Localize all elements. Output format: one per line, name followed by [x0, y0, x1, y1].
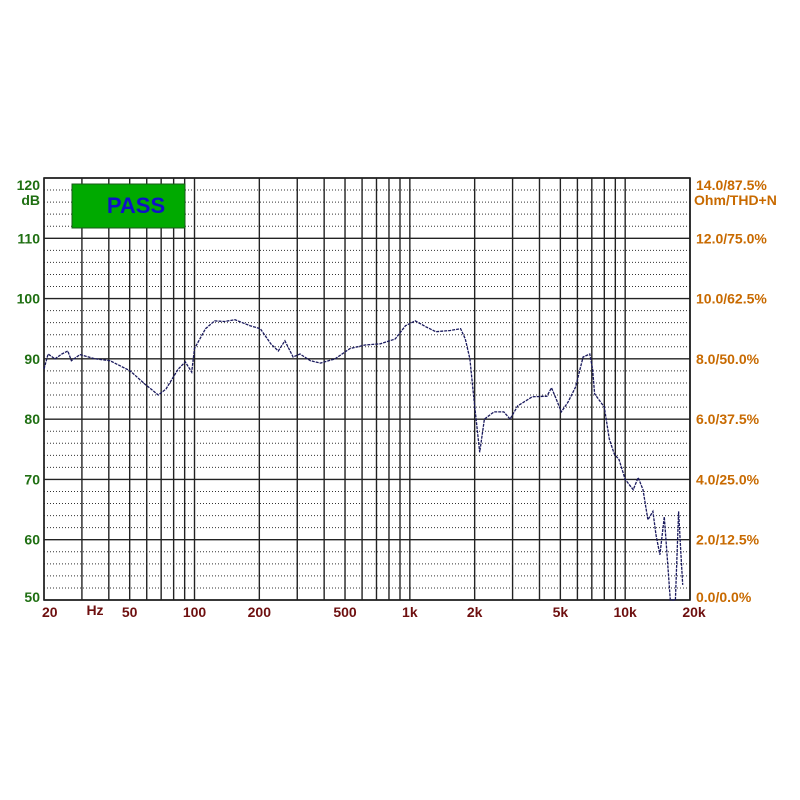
- pass-badge-box: [71, 183, 186, 229]
- left-axis-tick: 100: [17, 291, 41, 307]
- pass-badge-label: PASS: [107, 193, 165, 218]
- right-axis-tick: 6.0/37.5%: [696, 411, 760, 427]
- right-axis-tick: 8.0/50.0%: [696, 351, 760, 367]
- x-axis-unit: Hz: [86, 602, 103, 618]
- right-axis-tick: 4.0/25.0%: [696, 471, 760, 487]
- grid: [43, 177, 691, 601]
- x-axis-tick: 20k: [682, 604, 706, 620]
- right-axis-unit: Ohm/THD+N: [694, 192, 777, 208]
- left-axis-tick: 120: [17, 177, 41, 193]
- left-axis-tick: 110: [17, 230, 40, 246]
- x-axis-tick: 1k: [402, 604, 418, 620]
- left-axis-tick: 70: [24, 471, 40, 487]
- x-axis-tick: 200: [248, 604, 272, 620]
- left-axis-tick: 90: [24, 351, 40, 367]
- right-axis-tick: 14.0/87.5%: [696, 177, 767, 193]
- pass-badge: PASS: [71, 183, 186, 229]
- right-axis-tick: 2.0/12.5%: [696, 532, 760, 548]
- x-axis-tick: 10k: [613, 604, 637, 620]
- right-axis-tick: 12.0/75.0%: [696, 230, 767, 246]
- left-axis-tick: 80: [24, 411, 40, 427]
- axis-labels: 120 110 100 90 80 70 60 50 dB 14.0/87.5% 12.0/75.0…: [17, 177, 777, 620]
- x-axis-tick: 500: [333, 604, 357, 620]
- x-axis-tick: 5k: [553, 604, 569, 620]
- response-curve: [43, 319, 684, 601]
- left-axis-tick: 60: [24, 532, 40, 548]
- plot-border: [43, 177, 691, 601]
- x-axis-tick: 100: [183, 604, 207, 620]
- right-axis-tick: 0.0/0.0%: [696, 589, 752, 605]
- left-axis-unit: dB: [21, 192, 40, 208]
- right-axis-tick: 10.0/62.5%: [696, 291, 767, 307]
- left-axis-tick: 50: [24, 589, 40, 605]
- x-axis-tick: 2k: [467, 604, 483, 620]
- x-axis-tick: 50: [122, 604, 138, 620]
- x-axis-tick: 20: [42, 604, 58, 620]
